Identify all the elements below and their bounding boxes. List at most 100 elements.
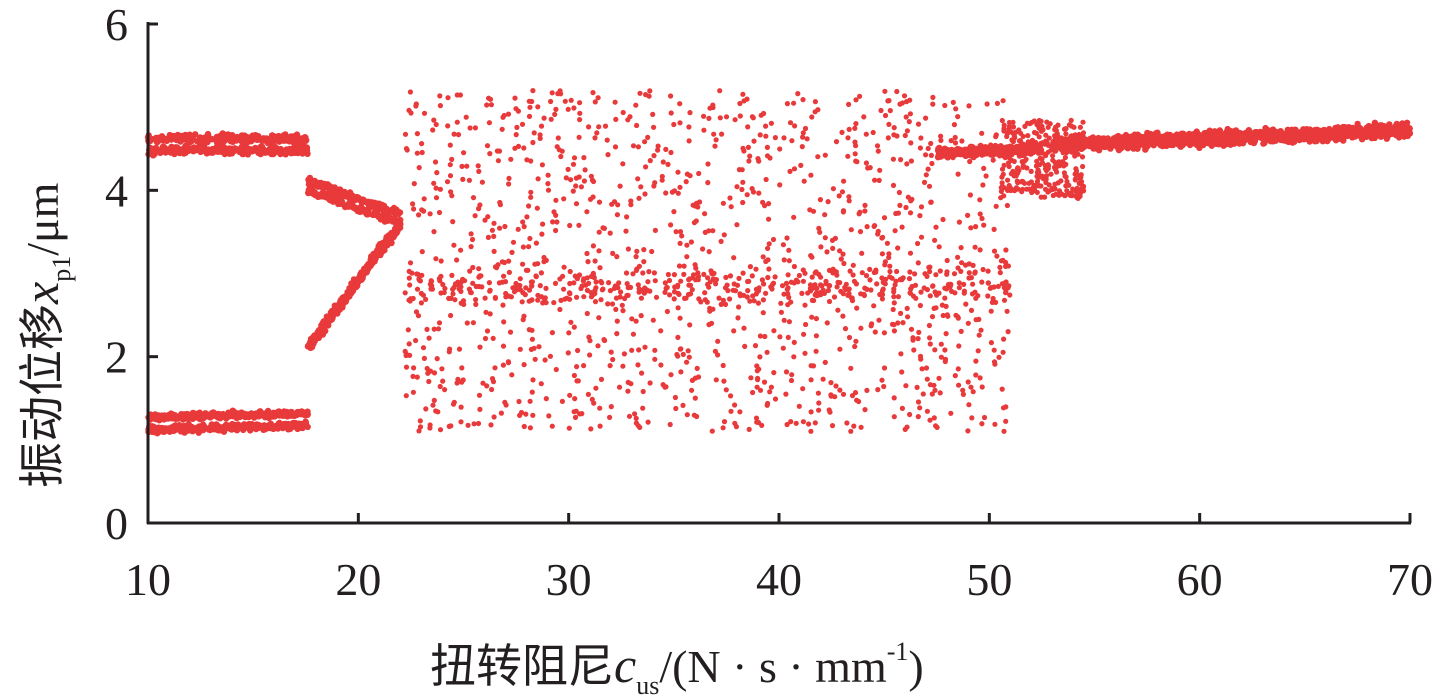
data-point (999, 174, 1005, 180)
data-point (600, 286, 606, 292)
data-point (445, 95, 451, 101)
data-point (584, 209, 590, 215)
data-point (730, 287, 736, 293)
data-point (517, 287, 524, 293)
data-point (717, 88, 723, 94)
data-point (553, 197, 559, 203)
data-point (845, 135, 851, 141)
data-point (808, 172, 814, 178)
data-point (216, 138, 223, 146)
data-point (173, 133, 180, 140)
data-point (736, 167, 743, 173)
data-point (293, 131, 301, 138)
data-point (326, 316, 334, 324)
data-point (803, 321, 809, 328)
data-point (527, 425, 534, 431)
data-point (852, 151, 858, 157)
data-point (406, 297, 412, 303)
data-point (751, 138, 757, 144)
data-point (152, 415, 160, 422)
data-point (431, 326, 437, 332)
data-point (846, 198, 852, 204)
data-point (224, 146, 232, 153)
data-point (571, 280, 577, 286)
data-point (961, 281, 967, 287)
data-point (967, 158, 973, 165)
data-point (548, 98, 554, 105)
data-point (1023, 156, 1029, 162)
data-point (529, 336, 536, 342)
data-point (749, 114, 756, 120)
data-point (850, 262, 856, 268)
data-point (476, 392, 483, 398)
data-point (813, 333, 820, 339)
data-point (682, 295, 688, 301)
data-point (371, 211, 378, 218)
data-point (496, 148, 503, 154)
data-point (937, 150, 944, 158)
data-point (769, 286, 775, 292)
data-point (482, 335, 489, 342)
data-point (530, 88, 536, 94)
data-point (886, 98, 892, 104)
data-point (486, 280, 492, 286)
data-point (897, 101, 903, 107)
data-point (381, 247, 388, 254)
data-point (601, 337, 607, 343)
data-point (566, 330, 572, 336)
data-point (929, 160, 935, 167)
data-point (784, 101, 791, 107)
data-point (471, 421, 477, 427)
data-point (829, 423, 836, 429)
data-point (961, 290, 967, 296)
data-point (491, 414, 497, 420)
data-point (568, 97, 574, 103)
data-point (623, 270, 630, 276)
data-point (808, 377, 814, 383)
data-point (663, 384, 669, 390)
data-point (266, 410, 273, 417)
data-point (561, 264, 567, 270)
data-point (204, 146, 211, 153)
data-point (1040, 127, 1046, 133)
data-point (988, 308, 994, 314)
data-point (958, 328, 964, 334)
data-point (450, 219, 456, 225)
data-point (346, 189, 354, 196)
data-point (771, 370, 777, 376)
data-point (625, 117, 631, 123)
data-point (581, 294, 587, 300)
data-point (770, 236, 777, 243)
data-point (802, 350, 808, 356)
data-point (673, 229, 679, 235)
data-point (224, 131, 232, 138)
data-point (405, 327, 411, 333)
data-point (702, 229, 708, 235)
data-point (709, 428, 715, 434)
data-point (520, 317, 526, 323)
data-point (933, 423, 939, 429)
data-point (628, 381, 634, 387)
data-point (451, 242, 457, 248)
data-point (420, 345, 427, 351)
data-point (557, 306, 563, 313)
data-point (635, 176, 641, 182)
data-point (615, 285, 621, 291)
data-point (952, 140, 959, 146)
data-point (874, 143, 881, 149)
data-point (932, 347, 938, 353)
data-point (589, 396, 595, 402)
data-point (800, 386, 806, 392)
data-point (805, 290, 811, 296)
data-point (402, 131, 409, 137)
data-point (593, 279, 599, 285)
data-point (767, 389, 773, 395)
data-point (458, 419, 464, 425)
data-point (411, 365, 417, 371)
data-point (226, 411, 233, 419)
data-point (796, 272, 803, 279)
data-point (751, 298, 757, 304)
data-point (844, 420, 850, 426)
data-point (931, 415, 937, 421)
data-point (329, 198, 337, 205)
